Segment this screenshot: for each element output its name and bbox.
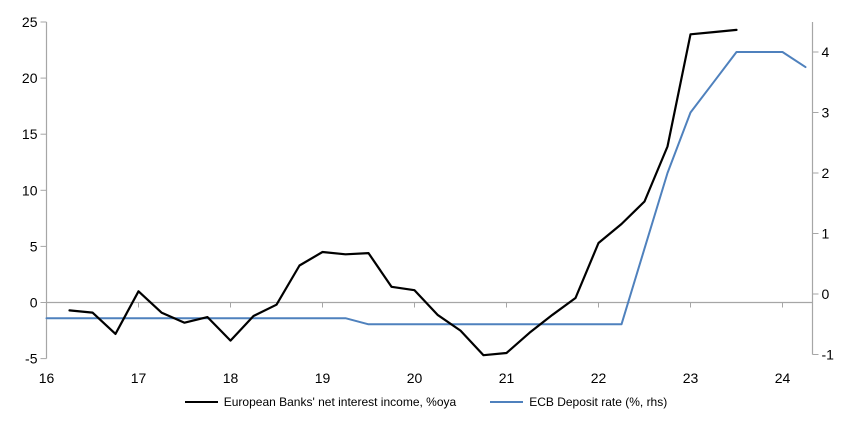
left-axis-tick-label: 10: [22, 182, 38, 198]
x-axis-tick-label: 18: [223, 370, 239, 386]
x-axis-tick-label: 21: [499, 370, 515, 386]
nii-line-swatch: [184, 401, 218, 403]
right-axis-tick-label: 1: [822, 226, 830, 242]
x-axis-tick-label: 23: [683, 370, 699, 386]
ecb-legend-label: ECB Deposit rate (%, rhs): [529, 395, 668, 409]
left-axis-tick-label: 20: [22, 70, 38, 86]
legend: European Banks' net interest income, %oy…: [0, 395, 852, 409]
nii-legend-label: European Banks' net interest income, %oy…: [223, 395, 457, 409]
left-axis-tick-label: 5: [30, 238, 38, 254]
left-axis-tick-label: 15: [22, 126, 38, 142]
left-axis-tick-label: -5: [25, 351, 38, 367]
legend-item-net-interest-income: European Banks' net interest income, %oy…: [184, 395, 457, 409]
left-axis-tick-label: 25: [22, 14, 38, 30]
x-axis-tick-label: 22: [591, 370, 607, 386]
x-axis-tick-label: 20: [407, 370, 423, 386]
right-axis-tick-label: 0: [822, 286, 830, 302]
x-axis-tick-label: 16: [39, 370, 55, 386]
ecb-line-swatch: [490, 401, 524, 403]
right-axis-tick-label: 3: [822, 105, 830, 121]
left-axis-tick-label: 0: [30, 295, 38, 311]
right-axis-tick-label: 2: [822, 165, 830, 181]
right-axis-tick-label: -1: [822, 347, 835, 363]
ecb-deposit-rate-line: [45, 51, 807, 326]
right-axis-tick-label: 4: [822, 44, 830, 60]
legend-item-ecb-deposit-rate: ECB Deposit rate (%, rhs): [490, 395, 667, 409]
x-axis-tick-label: 19: [315, 370, 331, 386]
x-axis-tick-label: 24: [775, 370, 791, 386]
x-axis-tick-label: 17: [131, 370, 147, 386]
net-interest-income-line: [68, 28, 738, 357]
